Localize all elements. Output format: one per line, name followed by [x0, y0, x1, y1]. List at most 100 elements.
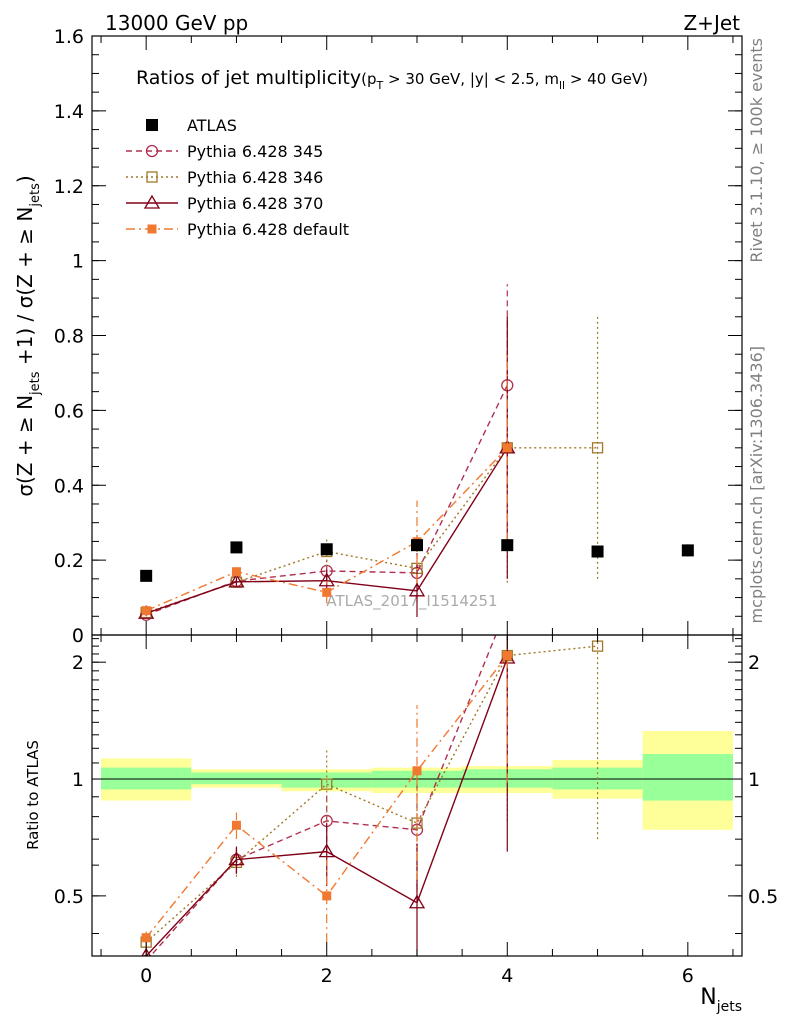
ratio-uncertainty-bands — [101, 730, 733, 830]
cuts-part-1: (p — [361, 70, 376, 88]
main-title: Ratios of jet multiplicity(pT > 30 GeV, … — [136, 67, 648, 92]
ratio-series-3-point-4 — [502, 651, 512, 661]
main-series-3-point-0 — [141, 606, 151, 616]
main-y-tick-label-1: 0.2 — [54, 550, 84, 572]
main-series-layer — [138, 284, 694, 621]
main-axes: 0 0.2 0.4 0.6 0.8 1 1.2 1.4 1.6 — [54, 26, 743, 647]
ratio-inner-band-2 — [281, 772, 372, 788]
main-series-2-point-3 — [408, 582, 426, 597]
mcplots-label: mcplots.cern.ch [arXiv:1306.3436] — [747, 346, 766, 623]
main-y-tick-label-4: 0.8 — [54, 326, 84, 348]
ratio-series-2-point-0 — [141, 947, 152, 956]
legend-entry-2-marker — [146, 171, 158, 183]
main-series-4-point-1 — [230, 541, 243, 554]
legend-entry-4: Pythia 6.428 default — [126, 220, 349, 239]
main-series-4 — [140, 539, 694, 582]
main-title-text: Ratios of jet multiplicity — [136, 67, 361, 89]
cuts-part-3: > 40 GeV) — [565, 70, 648, 88]
main-series-2-point-2 — [318, 572, 335, 587]
main-series-4-point-3 — [411, 539, 423, 552]
main-y-tick-label-7: 1.4 — [54, 101, 84, 123]
legend-entry-0-label: ATLAS — [187, 116, 237, 135]
main-y-tick-label-6: 1.2 — [54, 176, 84, 198]
header-right-label: Z+Jet — [683, 11, 740, 35]
legend: ATLAS Pythia 6.428 345 Pythia 6.428 346 Pyt… — [126, 116, 349, 239]
main-series-2-point-1 — [228, 573, 245, 588]
ratio-series-0-point-4 — [502, 601, 513, 612]
legend-entry-2-label: Pythia 6.428 346 — [187, 168, 323, 187]
main-y-axis-label: σ(Z + ≥ Njets +1) / σ(Z + ≥ Njets) — [13, 175, 43, 496]
legend-entry-4-marker — [147, 224, 157, 234]
ratio-y-axis-label: Ratio to ATLAS — [24, 740, 42, 850]
ratio-series-3-point-1 — [231, 820, 241, 830]
main-plot-area: ATLAS_2017_I1514251 0 0.2 0.4 0.6 0.8 1 1.2 1.4… — [54, 26, 743, 647]
main-series-4-point-2 — [320, 543, 333, 556]
main-series-4-point-6 — [681, 544, 694, 557]
legend-entry-1-label: Pythia 6.428 345 — [187, 142, 323, 161]
main-series-4-point-4 — [501, 539, 514, 552]
main-y-tick-label-5: 1 — [72, 251, 84, 273]
ratio-inner-band-1 — [191, 772, 282, 785]
ratio-inner-band-6 — [642, 754, 733, 801]
legend-entry-4-label: Pythia 6.428 default — [187, 220, 349, 239]
legend-entry-1-marker — [145, 144, 159, 158]
cuts-sub-1: T — [376, 79, 384, 92]
x-axis-label: Njets — [700, 985, 742, 1015]
main-series-3-point-2 — [322, 587, 332, 597]
legend-entry-3: Pythia 6.428 370 — [126, 194, 323, 213]
cuts-part-2: > 30 GeV, |y| < 2.5, m — [383, 70, 559, 88]
main-series-1-point-5 — [591, 442, 604, 454]
ratio-series-1-point-2 — [321, 778, 333, 790]
legend-entry-1: Pythia 6.428 345 — [126, 142, 323, 161]
ratio-series-1-line — [145, 645, 598, 943]
header-left-label: 13000 GeV pp — [105, 11, 248, 35]
x-tick-label-1: 2 — [321, 965, 333, 987]
cuts-sub-2: ll — [559, 79, 565, 92]
ratio-series-3 — [141, 635, 512, 947]
ratio-y-tick-label-right-1: 1 — [748, 769, 760, 791]
x-tick-label-2: 4 — [501, 965, 513, 987]
main-y-tick-label-2: 0.4 — [54, 475, 84, 497]
ylabel-part-a: σ(Z + ≥ N — [13, 395, 37, 497]
rivet-version-label: Rivet 3.1.10, ≥ 100k events — [747, 38, 766, 263]
main-series-4-point-5 — [591, 545, 604, 558]
ratio-series-3-point-0 — [141, 933, 151, 943]
ylabel-sub-d: jets — [28, 183, 43, 208]
main-y-tick-label-0: 0 — [72, 625, 84, 647]
legend-entry-0: ATLAS — [146, 116, 237, 135]
ratio-series-2-point-3 — [408, 894, 426, 909]
ratio-series-3-point-2 — [322, 891, 332, 901]
ratio-axes: 0.5 0.5 1 1 2 2 0 2 4 6 — [54, 634, 778, 987]
x-tick-label-0: 0 — [140, 965, 152, 987]
ratio-y-tick-label-1: 1 — [72, 769, 84, 791]
legend-entry-2: Pythia 6.428 346 — [126, 168, 323, 187]
ratio-y-tick-label-0: 0.5 — [54, 886, 84, 908]
main-series-4-point-0 — [140, 569, 153, 582]
analysis-watermark: ATLAS_2017_I1514251 — [326, 592, 497, 611]
ratio-series-2-point-1 — [228, 851, 245, 866]
ratio-series-3-line — [145, 655, 508, 939]
main-series-3-point-1 — [231, 567, 241, 577]
ratio-y-tick-label-right-2: 2 — [748, 652, 760, 674]
xlabel-sub-b: jets — [716, 999, 742, 1015]
x-tick-label-3: 6 — [682, 965, 694, 987]
ylabel-part-c: +1) / σ(Z + ≥ N — [13, 207, 37, 372]
main-y-tick-label-8: 1.6 — [54, 26, 84, 48]
ratio-y-tick-label-right-0: 0.5 — [748, 886, 778, 908]
legend-entry-3-label: Pythia 6.428 370 — [187, 194, 323, 213]
main-series-1-line — [145, 447, 598, 614]
legend-entry-3-marker — [143, 194, 161, 209]
ratio-series-1 — [140, 635, 604, 952]
main-y-tick-label-3: 0.6 — [54, 400, 84, 422]
main-series-3-point-4 — [502, 443, 512, 453]
ratio-series-3-point-3 — [412, 766, 422, 776]
ratio-y-tick-label-2: 2 — [72, 652, 84, 674]
main-series-2 — [138, 316, 516, 619]
ylabel-sub-b: jets — [28, 371, 43, 396]
legend-entry-0-marker — [146, 119, 158, 131]
ratio-series-layer — [140, 601, 604, 956]
xlabel-part-a: N — [700, 985, 716, 1010]
ratio-series-2-point-2 — [318, 843, 335, 858]
ylabel-part-e: ) — [13, 175, 37, 183]
